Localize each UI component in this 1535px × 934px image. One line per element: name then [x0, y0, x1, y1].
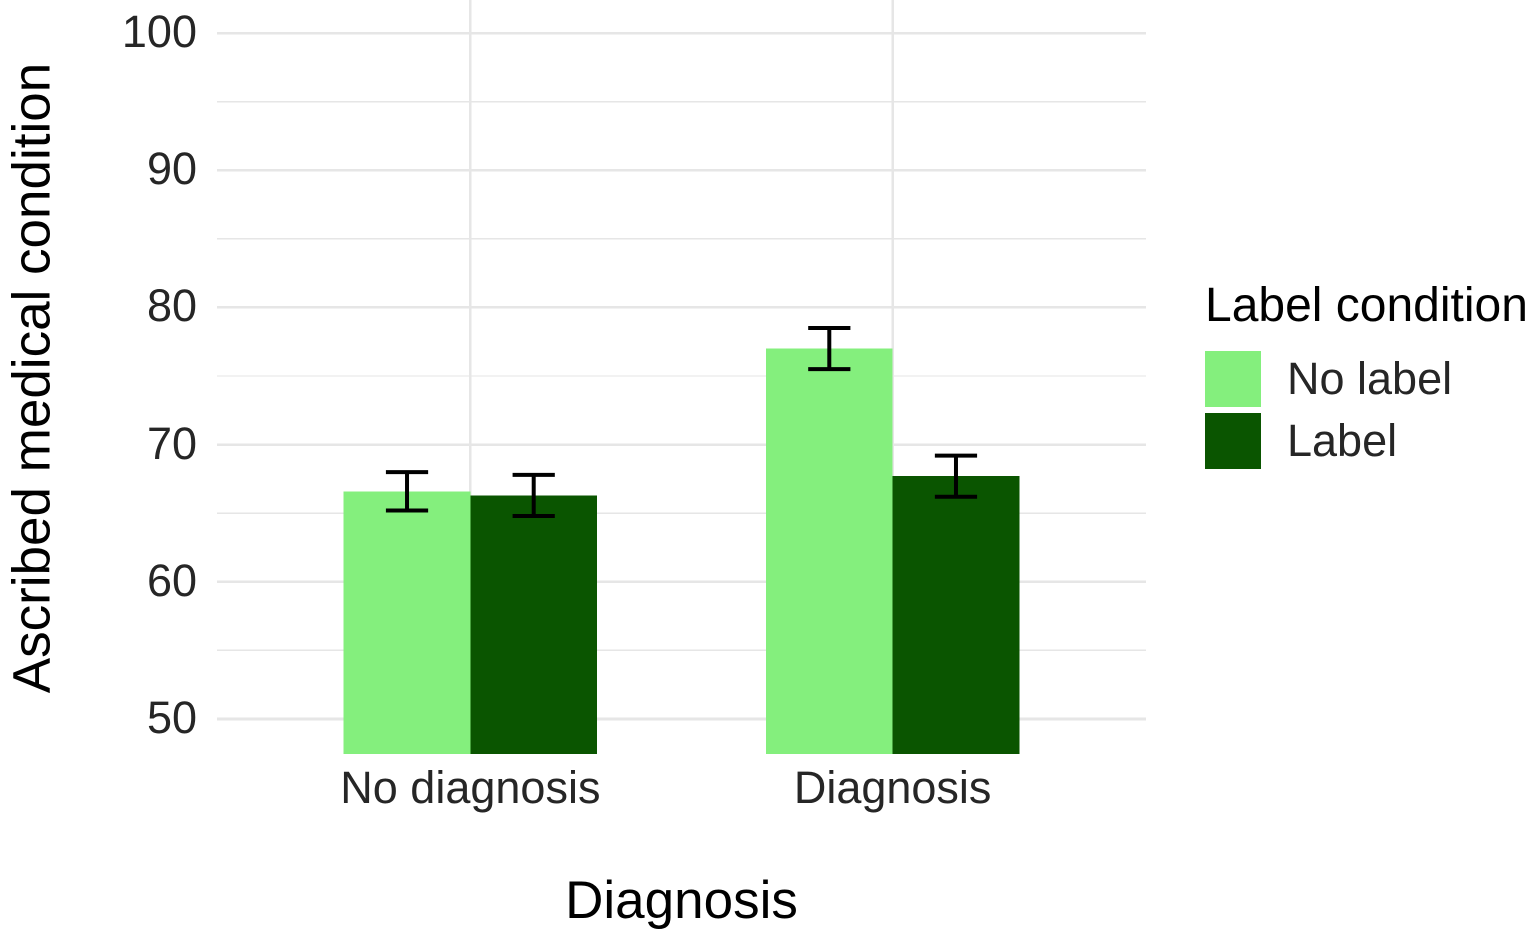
legend-items: No label Label — [1205, 351, 1528, 470]
legend-swatch-label — [1205, 413, 1261, 470]
legend: Label condition No label Label — [1205, 278, 1528, 475]
legend-label-no-label: No label — [1287, 353, 1453, 405]
bar-label-no-diagnosis — [470, 495, 598, 754]
bar-no-label-no-diagnosis — [343, 491, 471, 754]
x-axis-title: Diagnosis — [565, 871, 798, 930]
legend-item-label: Label — [1205, 413, 1528, 470]
y-tick-label-60: 60 — [146, 554, 197, 606]
bar-label-diagnosis — [892, 476, 1020, 754]
y-axis-title: Ascribed medical condition — [2, 62, 62, 694]
y-tick-label-100: 100 — [121, 6, 197, 58]
legend-swatch-no-label — [1205, 351, 1261, 408]
y-tick-label-90: 90 — [146, 143, 197, 195]
x-tick-label-diagnosis: Diagnosis — [793, 762, 992, 813]
legend-label-label: Label — [1287, 415, 1398, 467]
legend-title: Label condition — [1205, 279, 1528, 332]
plot-area — [217, 0, 1146, 754]
x-tick-label-no-diagnosis: No diagnosis — [340, 762, 601, 813]
y-tick-label-80: 80 — [146, 280, 197, 332]
y-tick-label-70: 70 — [146, 417, 197, 469]
bar-no-label-diagnosis — [765, 348, 893, 754]
y-tick-label-50: 50 — [146, 691, 197, 743]
plot-panel — [217, 0, 1146, 754]
legend-item-no-label: No label — [1205, 351, 1528, 408]
